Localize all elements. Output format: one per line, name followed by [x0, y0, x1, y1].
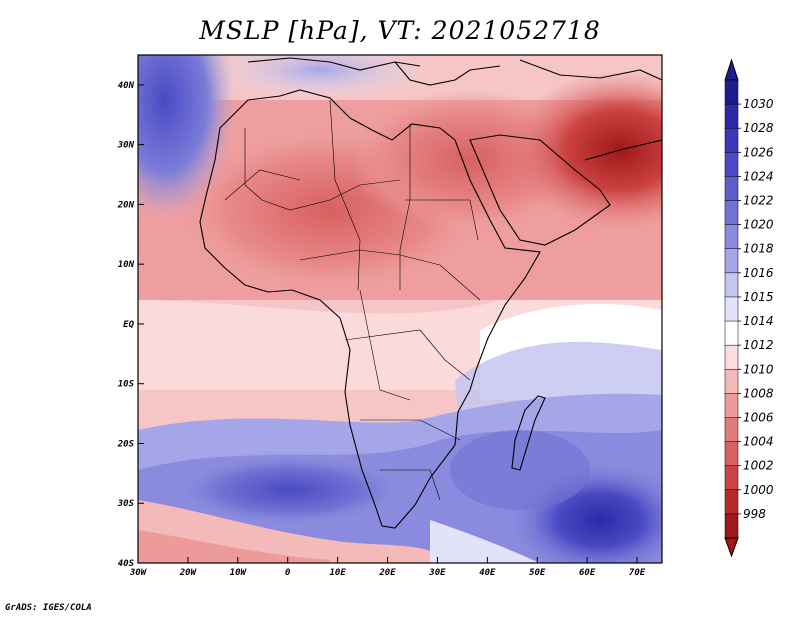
plot-frame [137, 54, 663, 564]
colorbar-label: 1022 [743, 194, 774, 208]
y-tick-label: 40N [118, 81, 135, 91]
map-title: MSLP [hPa], VT: 2021052718 [199, 16, 601, 45]
colorbar-swatch [724, 489, 739, 515]
coastlines [199, 57, 662, 529]
colorbar-label: 1016 [743, 266, 774, 280]
x-tick-label: 50E [529, 568, 546, 578]
colorbar-swatch [724, 513, 739, 539]
colorbar-swatch [724, 79, 739, 105]
colorbar-label: 1020 [743, 218, 774, 232]
colorbar-top-arrow [724, 58, 739, 81]
y-tick-label: 40S [118, 559, 135, 569]
colorbar-swatch [724, 272, 739, 298]
colorbar-label: 1002 [743, 459, 774, 473]
colorbar-label: 1004 [743, 435, 774, 449]
colorbar-swatch [724, 103, 739, 129]
y-tick-label: 10S [118, 380, 135, 390]
colorbar-label: 1010 [743, 362, 774, 376]
colorbar-bottom-arrow [724, 537, 739, 558]
colorbar-swatch [724, 296, 739, 322]
colorbar-label: 1030 [743, 97, 774, 111]
x-tick-label: 40E [479, 568, 496, 578]
colorbar-label: 1015 [743, 290, 774, 304]
colorbar-swatch [724, 152, 739, 178]
x-tick-label: 70E [629, 568, 646, 578]
colorbar-label: 1026 [743, 145, 774, 159]
colorbar-swatch [724, 248, 739, 274]
y-tick-label: 20N [117, 200, 135, 210]
y-tick-label: 30S [117, 499, 135, 509]
x-tick-label: 30E [428, 568, 446, 578]
colorbar-label: 1018 [743, 242, 774, 256]
y-tick-label: 10N [118, 260, 135, 270]
pressure-field [138, 55, 662, 563]
colorbar-swatch [724, 320, 739, 346]
colorbar: 1030 1028 1026 1024 1022 1020 1018 1016 1015 1014… [724, 58, 774, 558]
colorbar-swatch [724, 465, 739, 491]
colorbar-label: 998 [743, 507, 766, 521]
colorbar-swatch [724, 224, 739, 250]
x-tick-label: 0 [285, 568, 291, 578]
colorbar-label: 1024 [743, 169, 774, 183]
colorbar-swatch [724, 369, 739, 395]
colorbar-swatch [724, 441, 739, 467]
colorbar-label: 1012 [743, 338, 774, 352]
colorbar-label: 1000 [743, 483, 774, 497]
x-tick-label: 30W [129, 568, 148, 578]
colorbar-label: 1014 [743, 314, 774, 328]
colorbar-swatch [724, 127, 739, 153]
credit-label: GrADS: IGES/COLA [5, 603, 92, 613]
colorbar-swatch [724, 176, 739, 202]
y-tick-label: 20S [117, 439, 135, 449]
x-tick-label: 20W [179, 568, 198, 578]
y-tick-label: 30N [117, 141, 135, 151]
colorbar-swatch [724, 417, 739, 443]
x-tick-label: 20E [378, 568, 396, 578]
x-axis: 30W 20W 10W 0 10E 20E 30E 40E 50E 60E 70E [129, 557, 646, 578]
x-tick-label: 10W [230, 568, 248, 578]
colorbar-label: 1008 [743, 386, 774, 400]
colorbar-label: 1006 [743, 410, 774, 424]
colorbar-swatch [724, 344, 739, 370]
country-borders [224, 99, 481, 501]
y-axis: 40N 30N 20N 10N EQ 10S 20S 30S 40S [117, 81, 144, 569]
colorbar-swatch [724, 393, 739, 419]
x-tick-label: 10E [329, 568, 346, 578]
colorbar-label: 1028 [743, 121, 774, 135]
y-tick-label: EQ [123, 320, 134, 330]
colorbar-swatch [724, 200, 739, 226]
x-tick-label: 60E [579, 568, 596, 578]
